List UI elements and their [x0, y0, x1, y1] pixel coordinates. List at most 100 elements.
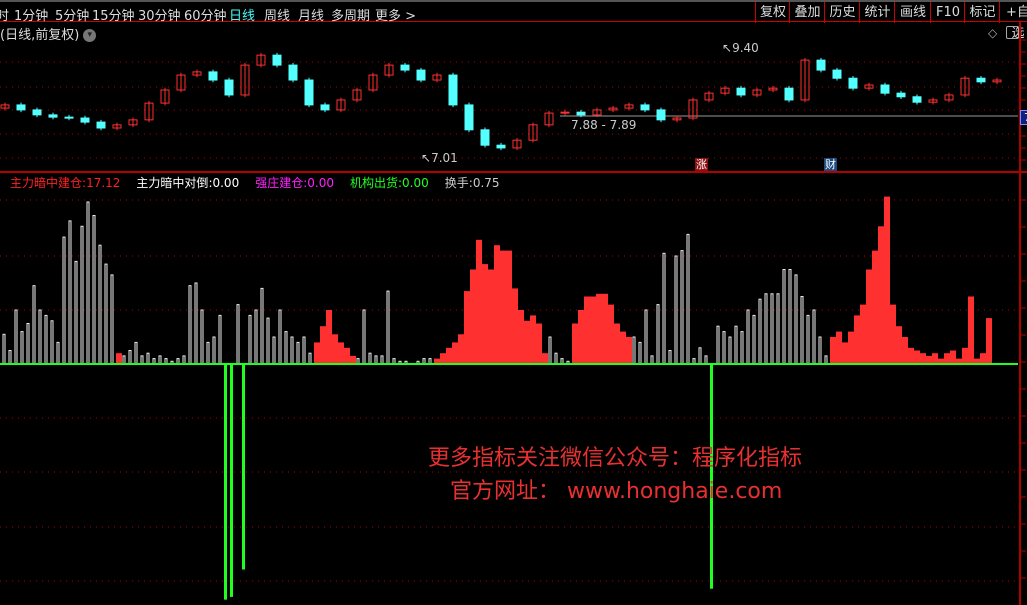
toolbar-button-5[interactable]: F10	[930, 2, 965, 23]
red-bar	[854, 315, 860, 364]
red-bar	[338, 342, 344, 364]
white-bar	[158, 355, 162, 365]
red-bar	[968, 296, 974, 364]
candle-body	[64, 116, 74, 119]
white-bar	[2, 333, 6, 365]
candle-body	[512, 139, 522, 149]
toolbar-button-2[interactable]: 历史	[824, 2, 860, 23]
red-bar	[488, 269, 494, 364]
candle-body	[640, 104, 650, 111]
red-bar	[500, 250, 506, 364]
toolbar-button-6[interactable]: 标记	[964, 2, 1000, 23]
red-bar	[494, 245, 500, 364]
red-bar	[932, 353, 938, 364]
period-tab-0[interactable]: 时	[0, 9, 10, 24]
event-badge-zhang[interactable]: 涨	[695, 158, 708, 171]
white-bar	[824, 355, 828, 365]
event-badge-cai[interactable]: 财	[824, 158, 837, 171]
candle-body	[384, 64, 394, 76]
white-bar	[722, 331, 726, 365]
candle-body	[192, 71, 202, 76]
red-bar	[902, 337, 908, 364]
red-bar	[842, 342, 848, 364]
white-bar	[218, 314, 222, 365]
legend-value: 0.00	[402, 176, 429, 190]
toolbar-button-7[interactable]: +自选	[999, 2, 1027, 41]
white-bar	[182, 355, 186, 365]
toolbar-button-3[interactable]: 统计	[859, 2, 895, 23]
white-bar	[698, 347, 702, 365]
toolbar-button-4[interactable]: 画线	[894, 2, 931, 23]
white-bar	[686, 233, 690, 365]
white-bar	[8, 350, 12, 365]
candle-body	[208, 71, 218, 81]
red-bar	[482, 264, 488, 364]
green-bar	[224, 364, 227, 600]
period-tab-9[interactable]: 多周期	[331, 9, 371, 24]
white-bar	[632, 336, 636, 365]
period-tab-1[interactable]: 1分钟	[14, 9, 49, 24]
candle-body	[416, 69, 426, 81]
period-tab-6[interactable]: 日线	[229, 9, 256, 24]
legend-item-2: 强庄建仓:0.00	[255, 176, 342, 190]
white-bar	[260, 287, 264, 365]
white-bar	[26, 323, 30, 365]
candle-body	[880, 84, 890, 94]
red-bar	[620, 331, 626, 364]
white-bar	[374, 355, 378, 365]
white-bar	[758, 298, 762, 365]
white-bar	[14, 309, 18, 365]
red-bar	[476, 239, 482, 364]
candle-body	[784, 87, 794, 101]
white-bar	[200, 309, 204, 365]
period-tab-2[interactable]: 5分钟	[55, 9, 90, 24]
toolbar-button-1[interactable]: 叠加	[789, 2, 825, 23]
white-bar	[62, 236, 66, 365]
candle-body	[928, 99, 938, 103]
chart-title: (日线,前复权) ▾	[0, 24, 97, 43]
low-price-label: ↖7.01	[421, 151, 458, 165]
green-bar	[230, 364, 233, 597]
white-bar	[140, 355, 144, 365]
period-tab-10[interactable]: 更多 >	[375, 9, 417, 24]
panel-toggle-icon[interactable]	[1006, 26, 1019, 39]
candle-body	[144, 102, 154, 121]
period-tab-8[interactable]: 月线	[298, 9, 325, 24]
period-tab-3[interactable]: 15分钟	[92, 9, 135, 24]
legend-value: 0.00	[212, 176, 240, 190]
red-bar	[896, 326, 902, 364]
red-bar	[962, 347, 968, 364]
white-bar	[656, 304, 660, 365]
candle-body	[240, 64, 250, 96]
candle-body	[992, 79, 1002, 83]
white-bar	[662, 252, 666, 365]
candle-body	[704, 92, 714, 101]
diamond-icon[interactable]: ◇	[988, 26, 998, 40]
period-tab-7[interactable]: 周线	[264, 9, 291, 24]
legend-item-0: 主力暗中建仓:17.12	[10, 176, 128, 190]
red-bar	[908, 347, 914, 364]
period-tab-5[interactable]: 60分钟	[184, 9, 227, 24]
white-bar	[674, 255, 678, 365]
red-bar	[830, 337, 836, 364]
red-bar	[590, 296, 596, 364]
white-bar	[668, 350, 672, 365]
toolbar-button-0[interactable]: 复权	[755, 2, 790, 23]
white-bar	[788, 269, 792, 365]
candle-body	[976, 77, 986, 83]
red-bar	[596, 293, 602, 364]
period-tab-4[interactable]: 30分钟	[138, 9, 181, 24]
white-bar	[194, 282, 198, 365]
red-bar	[320, 326, 326, 364]
chevron-down-icon[interactable]: ▾	[83, 29, 97, 42]
candle-body	[528, 124, 538, 141]
indicator-legend: 主力暗中建仓:17.12 主力暗中对倒:0.00 强庄建仓:0.00 机构出货:0.0…	[10, 174, 516, 191]
red-bar	[626, 337, 632, 364]
red-bar	[332, 334, 338, 364]
white-bar	[770, 293, 774, 365]
candle-body	[816, 59, 826, 71]
legend-value: 0.75	[472, 176, 500, 190]
red-bar	[458, 334, 464, 364]
candle-body	[432, 74, 442, 81]
